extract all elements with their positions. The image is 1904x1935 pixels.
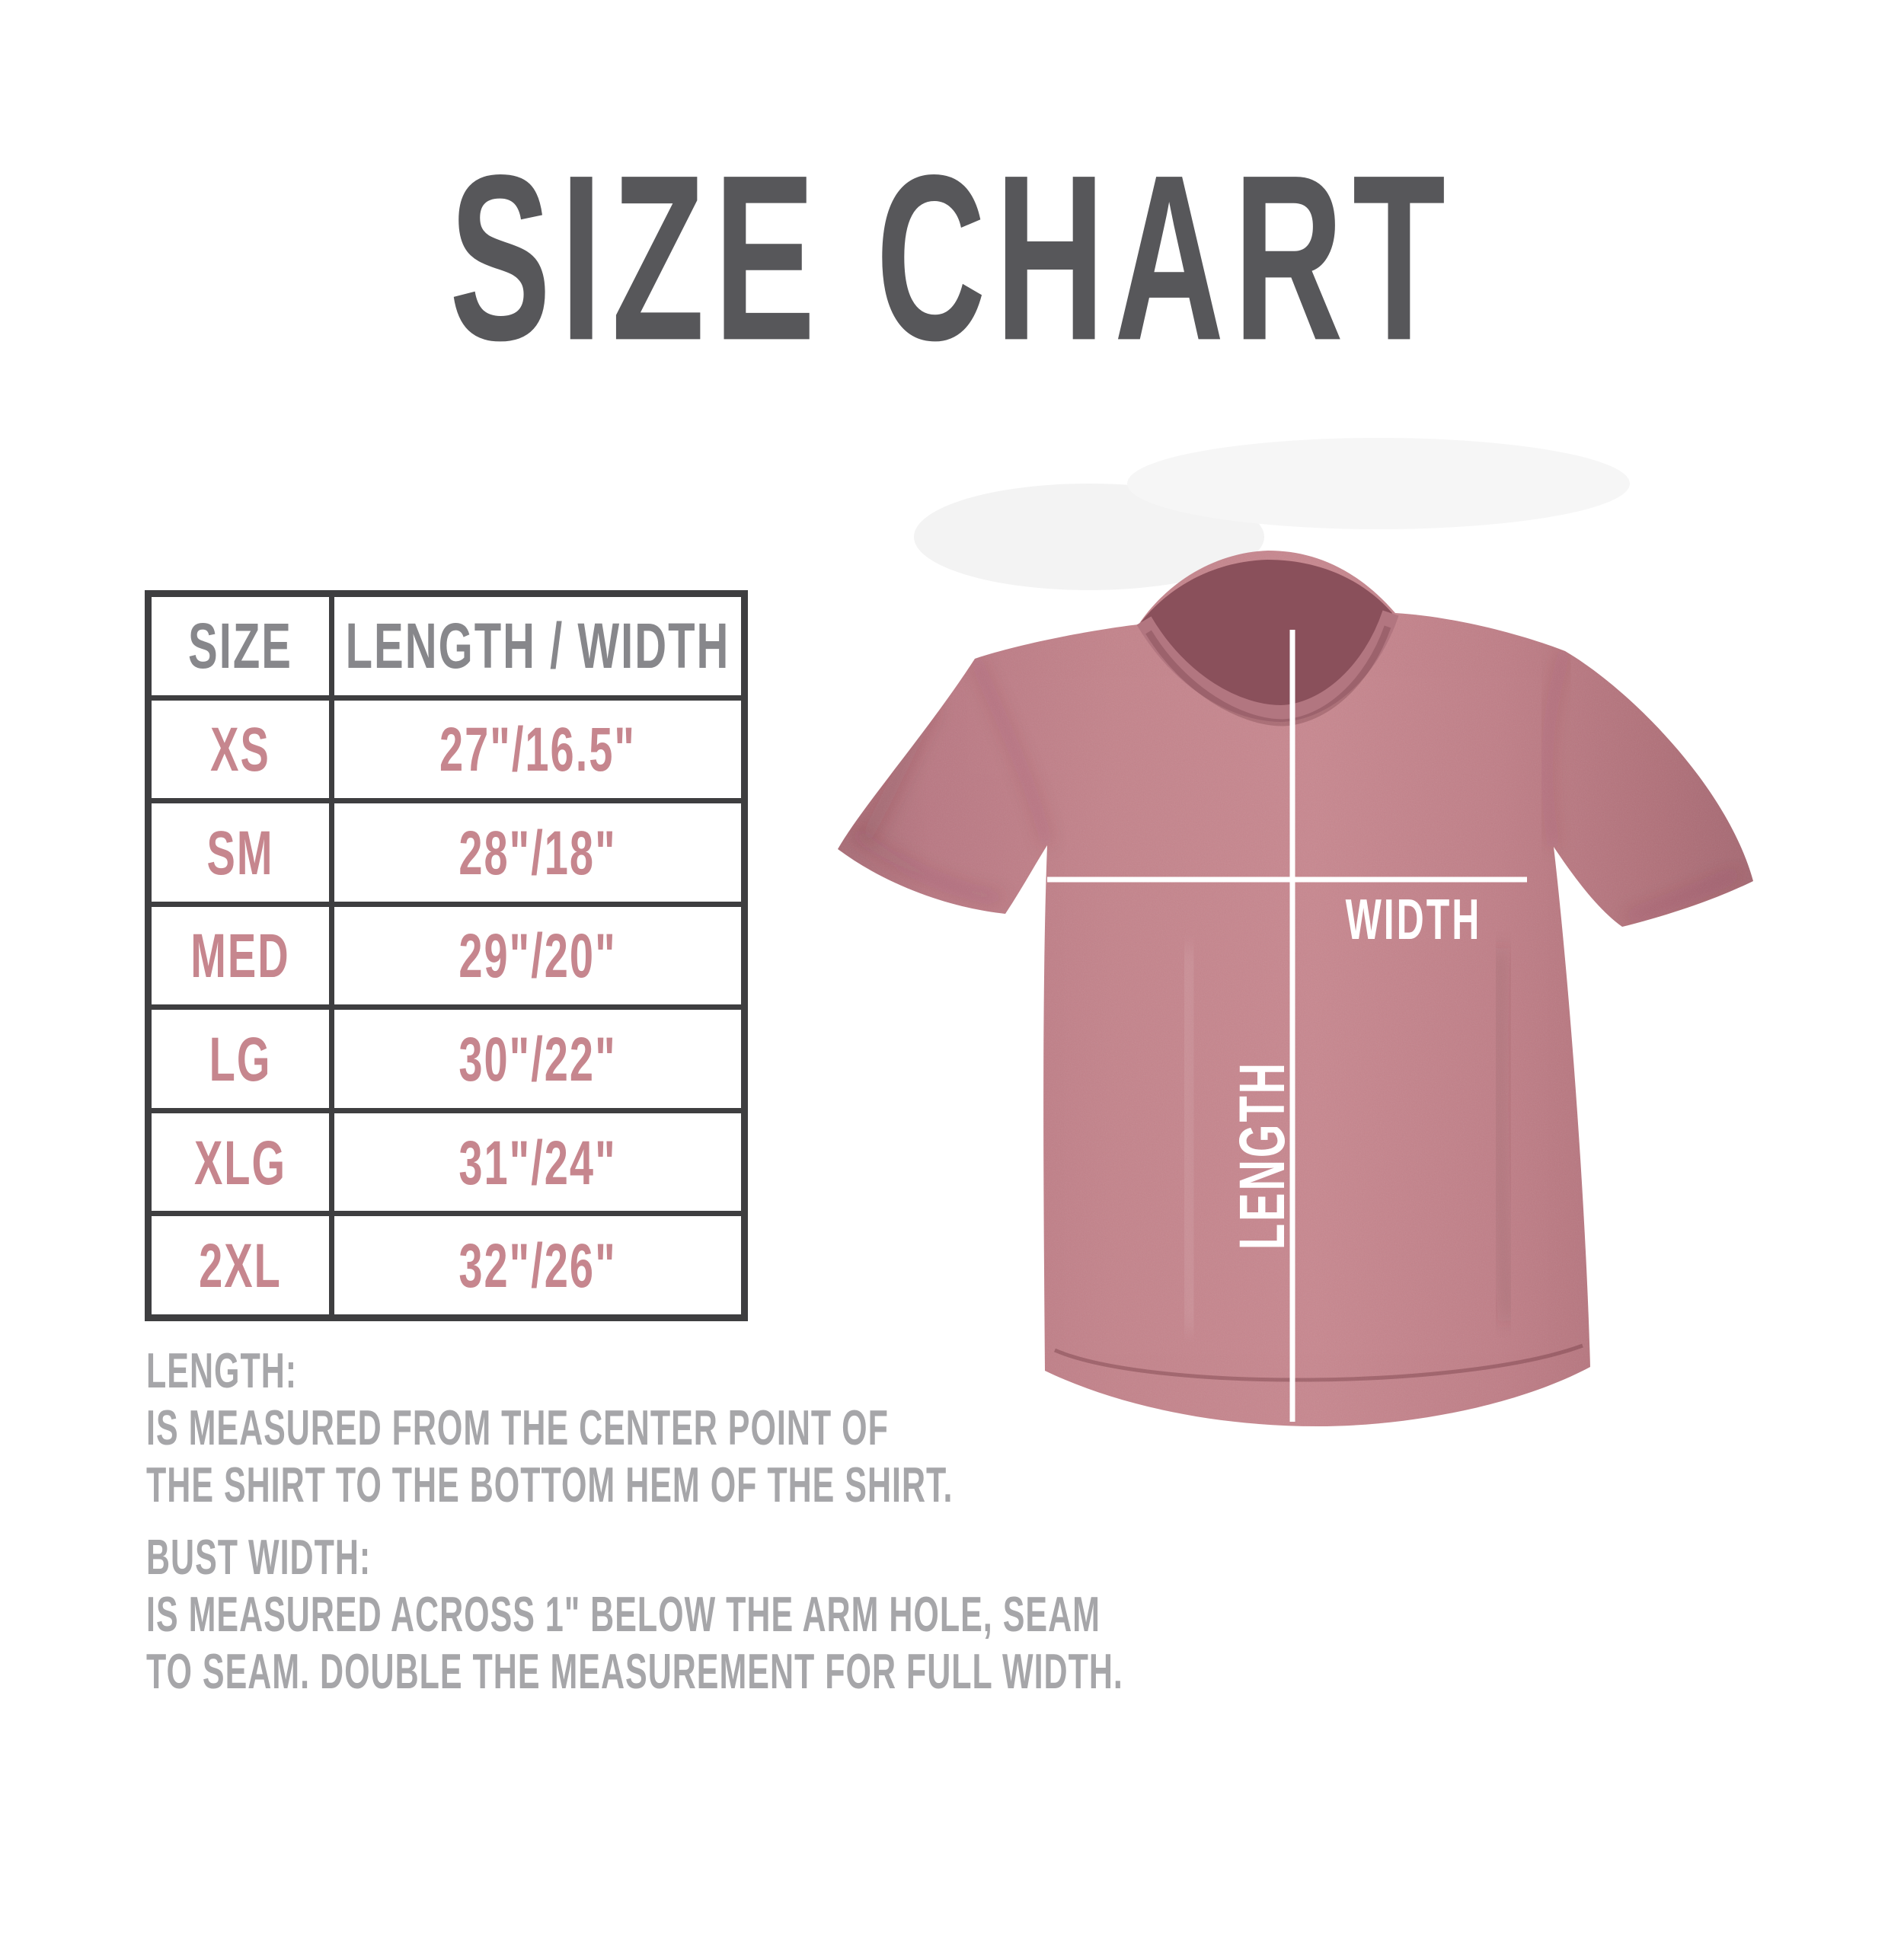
length-note-line2: THE SHIRT TO THE BOTTOM HEM OF THE SHIRT… <box>146 1458 954 1513</box>
width-label: WIDTH <box>1346 887 1482 952</box>
length-note-line1: IS MEASURED FROM THE CENTER POINT OF <box>146 1400 889 1456</box>
photo-background-smudge-top <box>1127 438 1630 529</box>
notes-paragraph-gap <box>146 1515 1045 1530</box>
collar-opening <box>1141 560 1392 714</box>
collar-shadow <box>1145 625 1391 726</box>
right-cuff-shadow <box>1624 869 1742 921</box>
size-table-header-length-width: LENGTH / WIDTH <box>334 597 741 695</box>
measurement-notes: LENGTH: IS MEASURED FROM THE CENTER POIN… <box>146 1343 1123 1701</box>
table-row-med-size: MED <box>152 906 329 1005</box>
table-row-sm-measurement: 28"/18" <box>334 803 741 902</box>
fold-highlight <box>1174 947 1203 1330</box>
table-row-2xl-size: 2XL <box>152 1216 329 1314</box>
hem-stitch-line <box>1054 1343 1583 1382</box>
fold-shadow <box>1489 947 1518 1323</box>
left-sleeve-seam <box>973 657 1049 846</box>
bust-note-line1: IS MEASURED ACROSS 1" BELOW THE ARM HOLE… <box>146 1587 1101 1643</box>
table-row-med-measurement: 29"/20" <box>334 906 741 1005</box>
bust-note-line2: TO SEAM. DOUBLE THE MEASUREMENT FOR FULL… <box>146 1644 1123 1700</box>
page-title: SIZE CHART <box>0 126 1904 390</box>
size-table-header-size: SIZE <box>152 597 329 695</box>
size-table: SIZE LENGTH / WIDTH XS 27"/16.5" SM 28"/… <box>145 590 748 1321</box>
table-row-lg-measurement: 30"/22" <box>334 1010 741 1108</box>
right-sleeve-seam <box>1545 650 1567 848</box>
table-row-sm-size: SM <box>152 803 329 902</box>
table-row-xs-size: XS <box>152 700 329 799</box>
table-row-lg-size: LG <box>152 1010 329 1108</box>
length-note-heading: LENGTH: <box>146 1343 298 1399</box>
bust-note-heading: BUST WIDTH: <box>146 1530 372 1585</box>
table-row-xlg-size: XLG <box>152 1113 329 1212</box>
table-row-xs-measurement: 27"/16.5" <box>334 700 741 799</box>
tshirt-diagram: WIDTH LENGTH <box>792 415 1874 1496</box>
page-title-text: SIZE CHART <box>449 126 1455 391</box>
collar-band <box>1136 610 1399 723</box>
table-row-xlg-measurement: 31"/24" <box>334 1113 741 1212</box>
length-label: LENGTH <box>1227 1061 1299 1250</box>
tshirt-svg: WIDTH LENGTH <box>838 438 1753 1426</box>
table-row-2xl-measurement: 32"/26" <box>334 1216 741 1314</box>
